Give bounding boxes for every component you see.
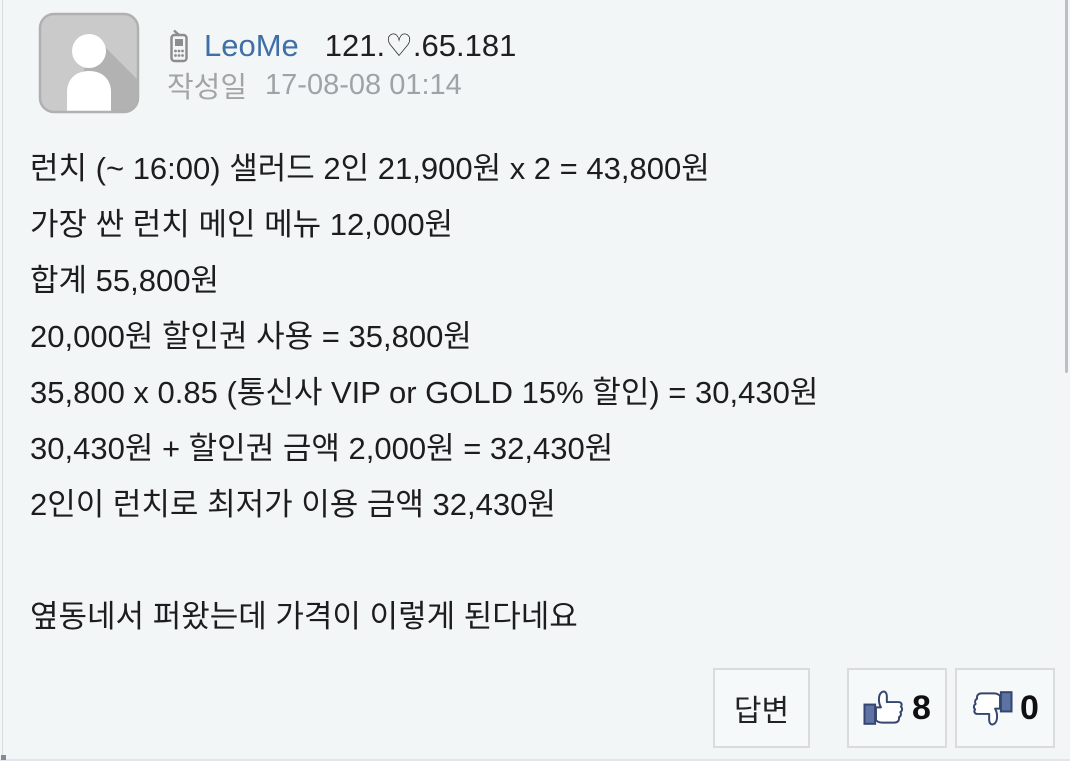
dislike-button[interactable]: 0 [955,668,1055,748]
panel-left-border [2,0,3,761]
panel-corner-mark [1,755,6,760]
username-link[interactable]: LeoMe [204,28,299,63]
comment-line: 35,800 x 0.85 (통신사 VIP or GOLD 15% 할인) =… [30,375,819,410]
comment-line: 옆동네서 퍼왔는데 가격이 이렇게 된다네요 [30,599,578,634]
date-value: 17-08-08 01:14 [265,68,462,101]
scrollbar-thumb[interactable] [1065,0,1068,373]
comment-line: 20,000원 할인권 사용 = 35,800원 [30,319,472,354]
panel-bottom-border [0,759,1070,761]
comment-body: 런치 (~ 16:00) 샐러드 2인 21,900원 x 2 = 43,800… [30,141,1040,645]
avatar[interactable] [38,12,140,114]
like-button[interactable]: 8 [847,668,947,748]
comment-meta: 작성일 17-08-08 01:14 [167,66,462,105]
reply-button-label: 답변 [733,695,790,728]
person-avatar-icon [38,12,140,114]
ip-address: 121.♡.65.181 [324,28,517,63]
dislike-count: 0 [1020,688,1039,727]
mobile-phone-icon [170,29,188,63]
thumbs-up-icon [863,690,904,725]
comment-line: 런치 (~ 16:00) 샐러드 2인 21,900원 x 2 = 43,800… [30,151,710,186]
thumbs-down-icon [972,691,1013,726]
comment-line: 2인이 런치로 최저가 이용 금액 32,430원 [30,487,556,522]
comment-line: 합계 55,800원 [30,263,219,298]
comment-line-blank [30,533,1040,589]
comment-header: LeoMe 121.♡.65.181 [168,26,516,66]
reply-button[interactable]: 답변 [713,668,810,748]
date-label: 작성일 [167,72,248,104]
comment-line: 30,430원 + 할인권 금액 2,000원 = 32,430원 [30,431,614,466]
comment-line: 가장 싼 런치 메인 메뉴 12,000원 [30,207,454,242]
like-count: 8 [912,688,931,727]
